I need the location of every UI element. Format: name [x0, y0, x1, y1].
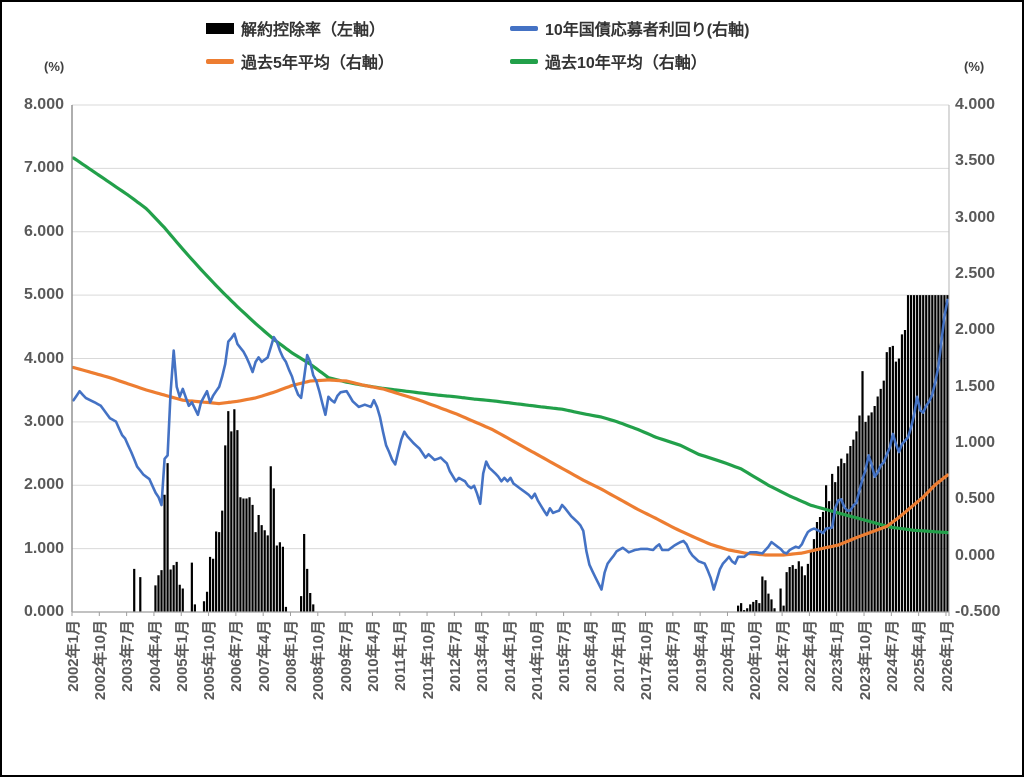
left-axis-tick-label: 5.000 [23, 286, 64, 304]
legend-label: 過去10年平均（右軸） [545, 55, 707, 72]
x-axis-tick-label: 2020年1月 [720, 620, 737, 692]
right-axis-tick-label: 0.000 [955, 546, 996, 564]
x-axis-tick-label: 2018年7月 [665, 620, 683, 692]
right-axis-tick-label: 3.000 [955, 208, 996, 226]
x-axis-tick-label: 2012年7月 [446, 620, 464, 692]
left-axis-tick-label: 7.000 [23, 159, 64, 177]
left-axis-tick-label: 2.000 [23, 476, 64, 494]
bar-swatch-icon [206, 22, 234, 34]
x-axis-tick-label: 2025年4月 [911, 620, 929, 692]
x-axis-tick-label: 2009年7月 [337, 620, 355, 692]
x-axis-tick-label: 2011年10月 [419, 620, 437, 700]
x-axis-tick-label: 2003年7月 [119, 620, 137, 692]
x-axis-tick-label: 2019年4月 [692, 620, 710, 692]
x-axis-tick-label: 2011年1月 [392, 620, 410, 691]
x-axis-tick-label: 2014年1月 [501, 620, 519, 692]
legend-label: 10年国債応募者利回り(右軸) [545, 22, 750, 39]
x-axis-tick-label: 2013年4月 [474, 620, 492, 692]
legend-item-5yr-average: 過去5年平均（右軸） [206, 49, 394, 73]
x-axis-tick-label: 2006年7月 [228, 620, 246, 692]
line-swatch-icon [206, 58, 234, 64]
x-axis-tick-label: 2014年10月 [528, 620, 546, 701]
x-axis-tick-label: 2010年4月 [364, 620, 382, 692]
x-axis-tick-label: 2002年10月 [91, 620, 109, 701]
x-axis-tick-label: 2024年7月 [883, 620, 901, 692]
left-axis-tick-label: 8.000 [23, 96, 64, 113]
bar-series-surrender-charge [133, 295, 949, 612]
right-axis-unit-label: (%) [964, 59, 985, 74]
x-axis-tick-label: 2008年10月 [310, 620, 328, 701]
right-axis-tick-label: 0.500 [955, 490, 996, 508]
left-axis-tick-label: 4.000 [23, 349, 64, 367]
left-axis-tick-label: 1.000 [23, 539, 64, 557]
x-axis-tick-label: 2023年10月 [856, 620, 874, 701]
right-axis-tick-label: 4.000 [955, 96, 996, 113]
x-axis-tick-label: 2017年10月 [638, 620, 656, 701]
x-axis-tick-label: 2005年1月 [173, 620, 191, 692]
x-axis-tick-label: 2026年1月 [938, 620, 956, 692]
x-axis-tick-label: 2008年1月 [283, 620, 300, 692]
line-series-jgb-yield [72, 298, 949, 591]
right-axis-tick-label: 2.500 [955, 265, 996, 282]
legend-label: 解約控除率（左軸） [241, 22, 386, 39]
right-axis-tick-label: -0.500 [955, 603, 1001, 620]
right-axis-tick-label: 1.500 [955, 377, 996, 395]
x-axis-tick-label: 2017年1月 [610, 620, 628, 692]
right-axis-tick-label: 1.000 [955, 434, 996, 451]
x-axis-tick-label: 2015年7月 [556, 620, 574, 692]
x-axis-tick-label: 2005年10月 [201, 620, 219, 701]
x-axis-tick-label: 2022年4月 [801, 620, 819, 692]
x-axis-tick-label: 2007年4月 [255, 620, 273, 692]
x-axis-tick-label: 2016年4月 [583, 620, 601, 692]
x-axis-tick-label: 2004年4月 [146, 620, 164, 692]
x-axis-tick-label: 2020年10月 [747, 620, 765, 701]
right-axis-tick-label: 2.000 [955, 321, 996, 339]
legend-item-10yr-average: 過去10年平均（右軸） [510, 49, 707, 73]
legend-label: 過去5年平均（右軸） [241, 55, 394, 72]
x-axis-tick-label: 2023年1月 [829, 620, 847, 692]
line-series-10yr-average [71, 156, 950, 535]
right-axis-tick-label: 3.500 [955, 152, 996, 170]
line-swatch-icon [510, 58, 538, 64]
legend-item-surrender-charge: 解約控除率（左軸） [206, 16, 385, 40]
line-series-5yr-average [71, 365, 950, 557]
line-swatch-icon [510, 25, 538, 31]
left-axis-tick-label: 0.000 [23, 603, 64, 620]
legend-item-jgb-yield: 10年国債応募者利回り(右軸) [510, 16, 749, 40]
left-axis-tick-label: 3.000 [23, 412, 64, 430]
x-axis-tick-label: 2021年7月 [774, 620, 792, 692]
left-axis-unit-label: (%) [44, 59, 65, 74]
x-axis-tick-label: 2002年1月 [64, 620, 82, 692]
left-axis-tick-label: 6.000 [23, 222, 64, 240]
